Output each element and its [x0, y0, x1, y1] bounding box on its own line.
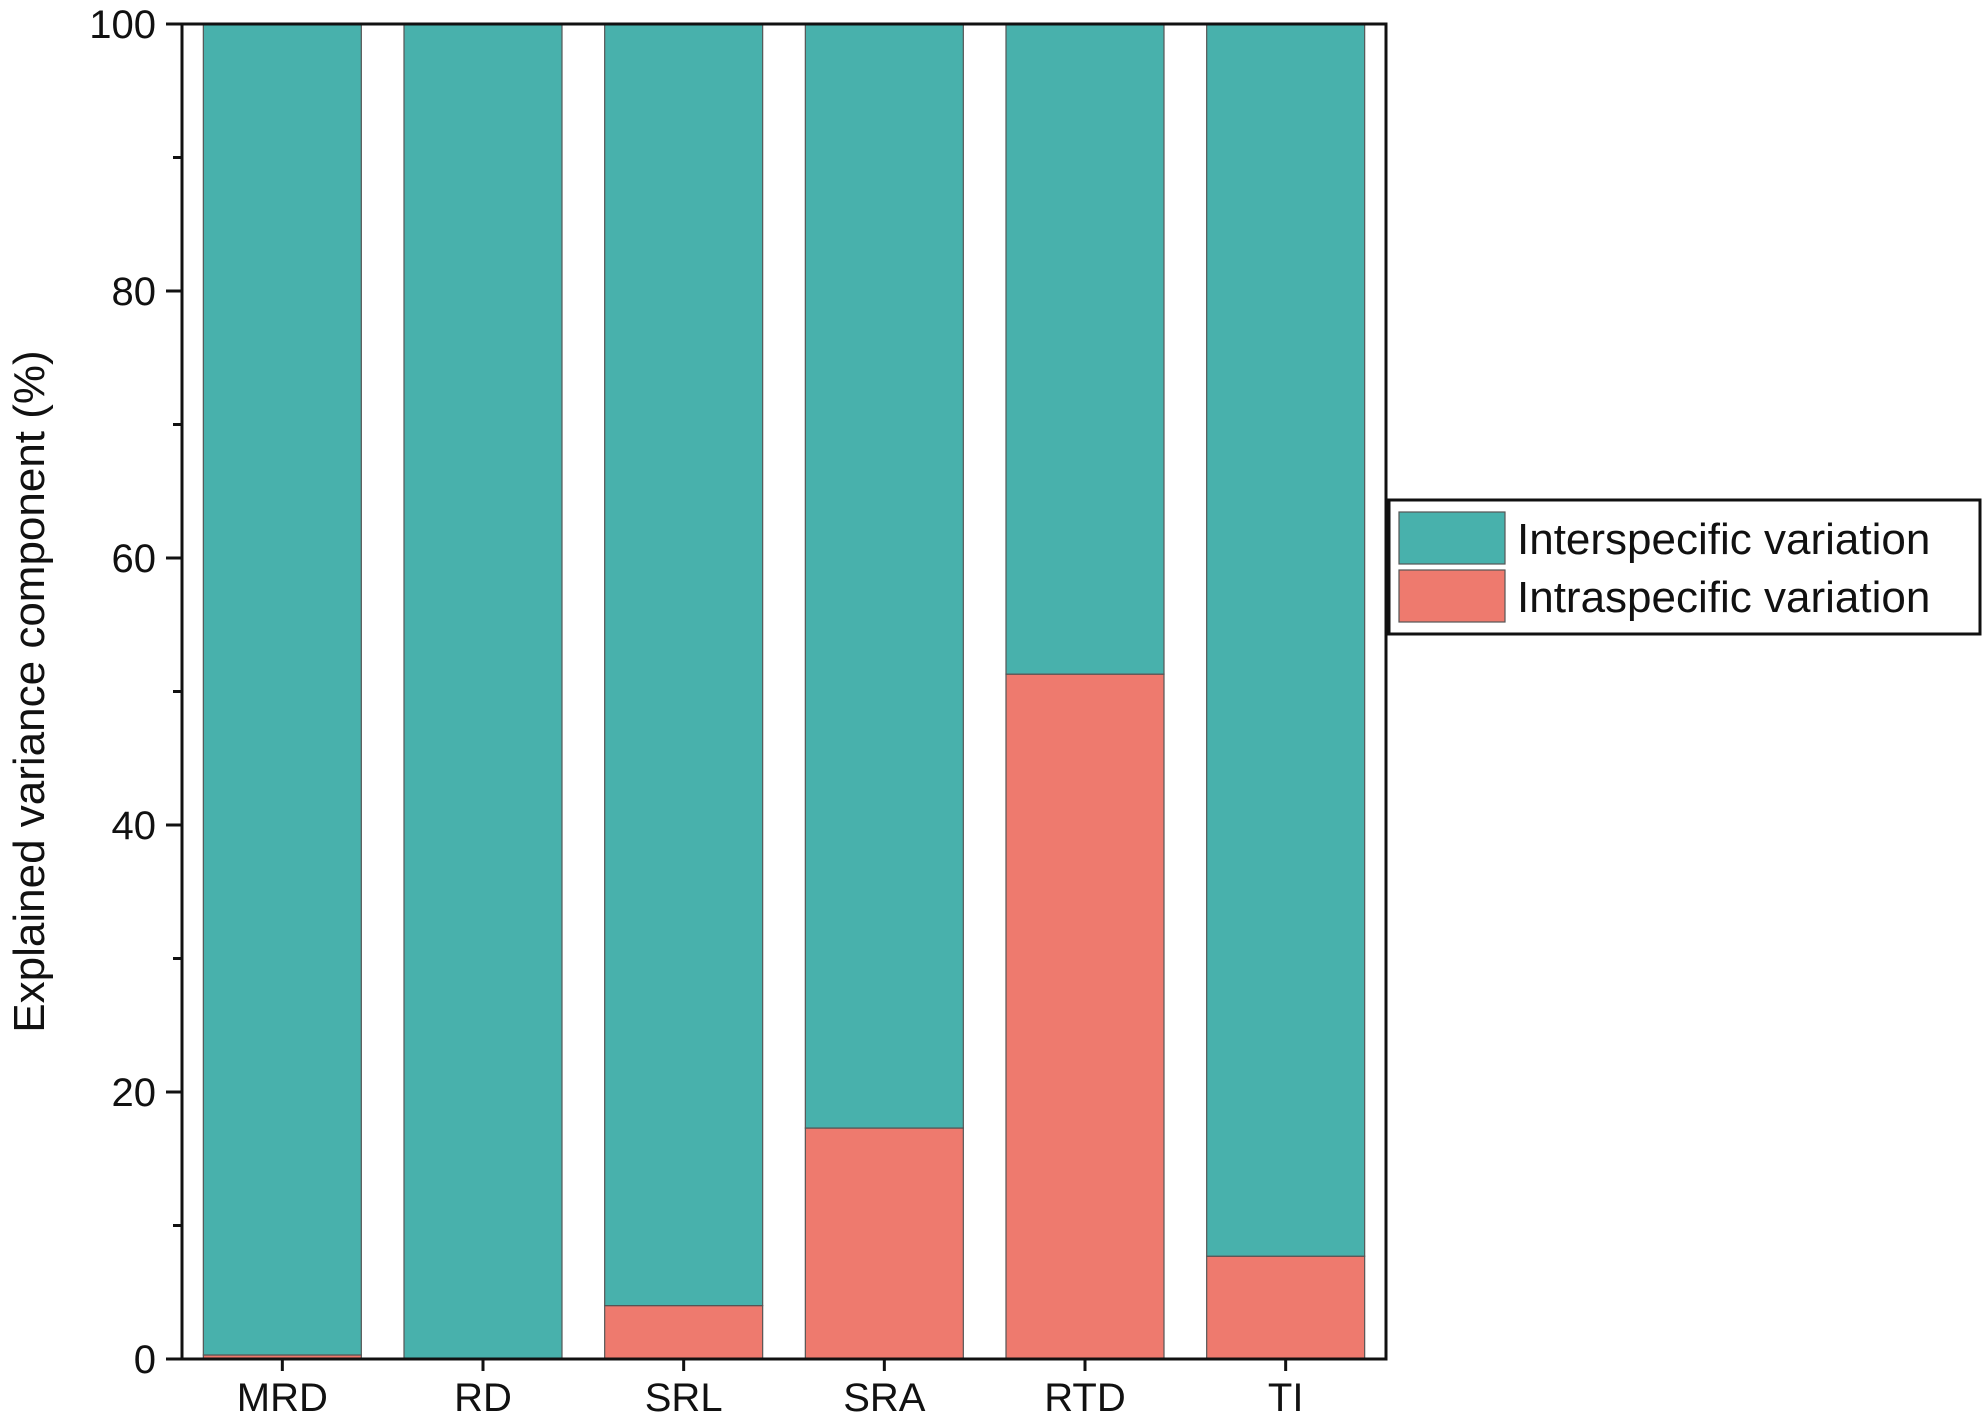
plot-frame — [180, 22, 1388, 1361]
x-tick-label: TI — [1268, 1376, 1304, 1420]
y-axis: 0 20 40 60 80 100 — [89, 3, 182, 1382]
bar-mrd-interspecific — [202, 23, 362, 1356]
y-tick-label: 80 — [112, 270, 157, 314]
y-tick-label: 20 — [112, 1071, 157, 1115]
x-tick-label: RD — [454, 1376, 512, 1420]
x-tick-label: SRL — [645, 1376, 723, 1420]
bar-rtd-intraspecific — [1005, 673, 1165, 1360]
bar-srl-intraspecific — [604, 1304, 764, 1360]
x-tick-label: MRD — [237, 1376, 328, 1420]
legend-label-intraspecific: Intraspecific variation — [1517, 573, 1930, 622]
bar-sra-intraspecific — [804, 1127, 964, 1360]
legend-swatch-interspecific — [1398, 511, 1506, 565]
bar-rtd-interspecific — [1005, 23, 1165, 675]
y-tick-label: 100 — [89, 3, 156, 47]
bars-layer — [202, 23, 1366, 1360]
y-tick-label: 0 — [134, 1338, 156, 1382]
bar-ti-intraspecific — [1206, 1255, 1366, 1360]
x-axis: MRD RD SRL SRA RTD TI — [237, 1359, 1304, 1420]
y-axis-title: Explained variance component (%) — [5, 350, 54, 1032]
legend-label-interspecific: Interspecific variation — [1517, 515, 1930, 564]
legend: Interspecific variation Intraspecific var… — [1387, 498, 1982, 636]
x-tick-label: RTD — [1044, 1376, 1125, 1420]
bar-sra-interspecific — [804, 23, 964, 1129]
x-tick-label: SRA — [843, 1376, 926, 1420]
bar-rd-interspecific — [403, 23, 563, 1360]
y-tick-label: 40 — [112, 804, 157, 848]
bar-ti-interspecific — [1206, 23, 1366, 1257]
y-tick-label: 60 — [112, 537, 157, 581]
legend-swatch-intraspecific — [1398, 569, 1506, 623]
bar-srl-interspecific — [604, 23, 764, 1307]
